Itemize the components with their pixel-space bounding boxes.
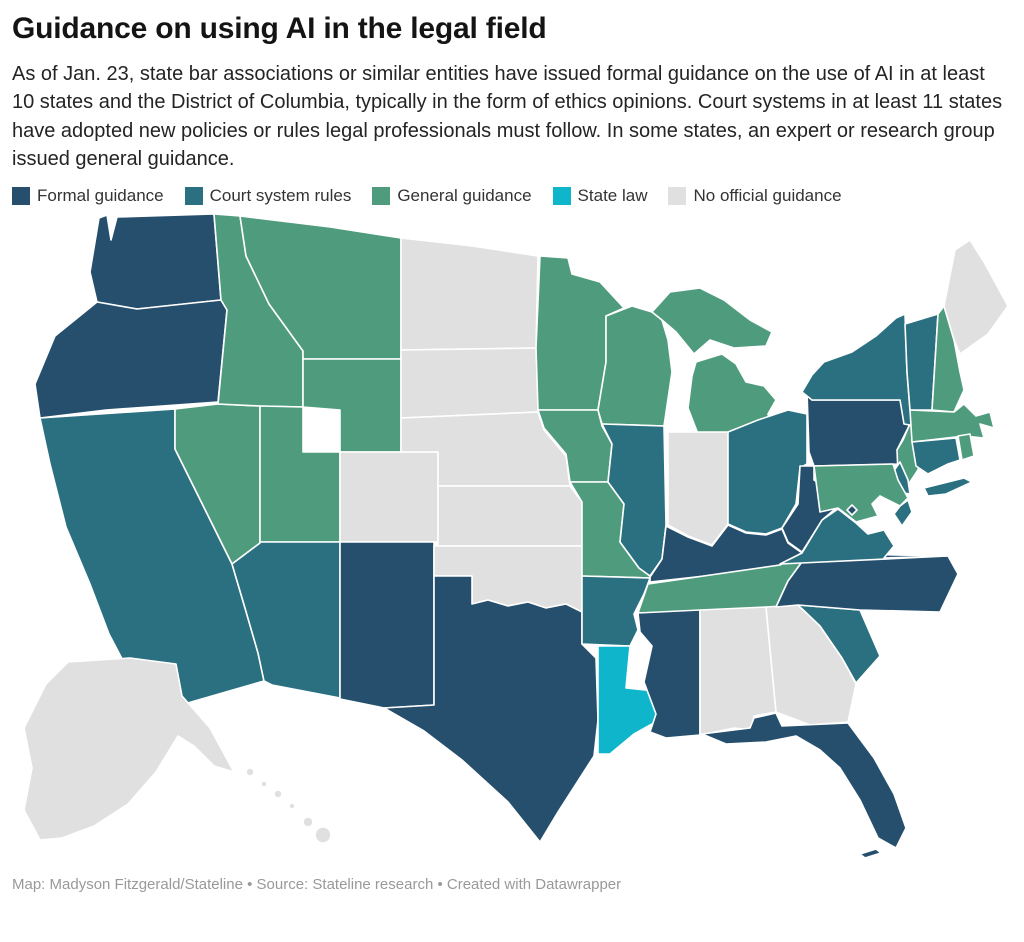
legend-label: Formal guidance xyxy=(37,185,164,205)
legend-swatch-general xyxy=(372,186,391,205)
legend-swatch-formal xyxy=(12,186,30,205)
state-illinois[interactable] xyxy=(601,422,667,577)
state-maryland[interactable] xyxy=(813,462,909,523)
state-connecticut[interactable] xyxy=(911,436,961,475)
legend-label: Court system rules xyxy=(209,185,352,205)
legend-swatch-none xyxy=(668,186,687,205)
legend-label: No official guidance xyxy=(693,185,842,205)
state-indiana[interactable] xyxy=(667,430,729,546)
state-north-carolina[interactable] xyxy=(775,551,959,613)
legend: Formal guidance Court system rules Gener… xyxy=(12,186,1012,206)
state-wisconsin[interactable] xyxy=(597,304,673,427)
legend-item-court-system-rules: Court system rules xyxy=(184,185,352,206)
state-virginia-eastern-shore[interactable] xyxy=(893,498,913,527)
us-choropleth-map xyxy=(10,212,1012,868)
state-ohio[interactable] xyxy=(727,408,808,535)
state-pennsylvania[interactable] xyxy=(806,390,910,467)
legend-item-no-official-guidance: No official guidance xyxy=(668,185,842,206)
state-north-dakota[interactable] xyxy=(400,236,539,351)
state-maine[interactable] xyxy=(943,238,1009,355)
legend-swatch-state-law xyxy=(552,186,571,205)
state-florida-keys[interactable] xyxy=(859,847,882,859)
attribution-footer: Map: Madyson Fitzgerald/Stateline • Sour… xyxy=(12,875,622,893)
state-michigan-upper-peninsula[interactable] xyxy=(651,286,773,355)
state-arkansas[interactable] xyxy=(581,574,651,647)
state-rhode-island[interactable] xyxy=(957,432,975,461)
state-new-york-long-island[interactable] xyxy=(923,476,973,497)
state-south-dakota[interactable] xyxy=(400,346,541,419)
state-district-of-columbia[interactable] xyxy=(846,503,858,516)
legend-swatch-court xyxy=(184,186,203,205)
state-utah[interactable] xyxy=(259,404,341,543)
chart-container: Guidance on using AI in the legal field … xyxy=(10,12,1012,893)
chart-description: As of Jan. 23, state bar associations or… xyxy=(12,63,1003,171)
legend-item-general-guidance: General guidance xyxy=(372,185,532,206)
state-washington[interactable] xyxy=(89,212,222,310)
legend-label: State law xyxy=(577,185,648,205)
state-texas[interactable] xyxy=(383,574,599,843)
state-kansas[interactable] xyxy=(437,484,583,547)
page-title: Guidance on using AI in the legal field xyxy=(12,12,547,45)
state-colorado[interactable] xyxy=(339,450,439,543)
legend-item-formal-guidance: Formal guidance xyxy=(12,186,164,206)
state-florida[interactable] xyxy=(701,711,907,849)
state-alaska[interactable] xyxy=(23,656,235,841)
legend-label: General guidance xyxy=(397,185,532,205)
legend-item-state-law: State law xyxy=(552,185,648,206)
state-hawaii[interactable] xyxy=(245,766,332,844)
state-new-mexico[interactable] xyxy=(339,540,435,709)
state-michigan[interactable] xyxy=(687,352,777,435)
state-oregon[interactable] xyxy=(34,298,228,419)
state-massachusetts[interactable] xyxy=(909,402,995,443)
state-wyoming[interactable] xyxy=(302,357,402,453)
